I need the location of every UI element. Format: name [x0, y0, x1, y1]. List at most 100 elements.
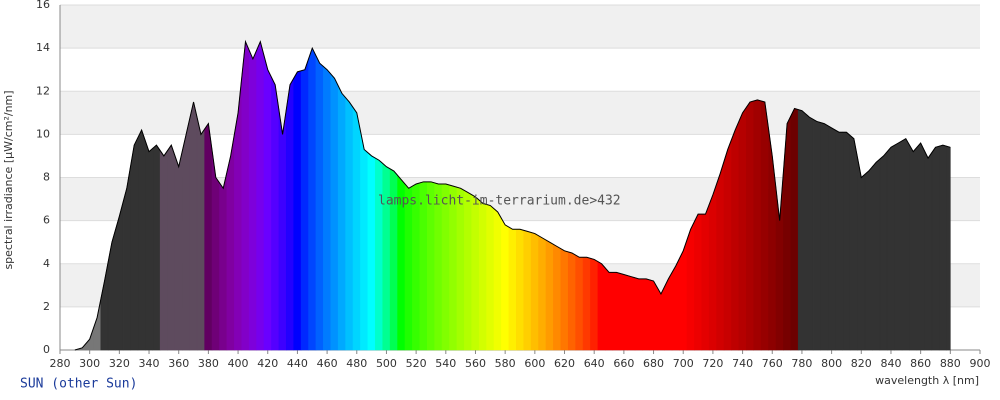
spectrum-column	[478, 199, 487, 351]
spectrum-column	[553, 243, 562, 351]
spectrum-column	[196, 118, 205, 351]
spectrum-column	[634, 277, 643, 351]
spectrum-column	[835, 129, 844, 351]
x-tick-label: 640	[584, 357, 605, 370]
spectrum-column	[204, 122, 213, 351]
spectrum-column	[137, 129, 146, 351]
spectrum-column	[248, 50, 257, 351]
spectrum-column	[938, 144, 947, 351]
x-tick-label: 900	[970, 357, 991, 370]
x-axis-label: wavelength λ [nm]	[875, 374, 979, 387]
spectrum-column	[872, 158, 881, 351]
spectrum-column	[130, 137, 139, 351]
spectrum-column	[167, 144, 176, 351]
spectrum-column	[716, 161, 725, 351]
spectrum-column	[894, 140, 903, 351]
spectrum-column	[590, 257, 599, 351]
spectrum-column	[753, 99, 762, 351]
spectrum-column	[189, 101, 198, 351]
spectrum-column	[619, 273, 628, 351]
spectrum-column	[330, 73, 339, 351]
spectrum-column	[456, 186, 465, 351]
spectrum-column	[790, 108, 799, 351]
spectrum-column	[375, 157, 384, 351]
spectrum-column	[575, 254, 584, 351]
x-tick-label: 820	[851, 357, 872, 370]
spectrum-column	[271, 77, 280, 351]
x-tick-label: 600	[524, 357, 545, 370]
spectrum-column	[441, 183, 450, 351]
spectrum-column	[879, 150, 888, 351]
spectrum-column	[805, 113, 814, 351]
spectrum-column	[530, 232, 539, 351]
spectrum-column	[404, 183, 413, 351]
spectrum-column	[627, 275, 636, 351]
spectrum-column	[293, 70, 302, 351]
spectrum-column	[323, 65, 332, 351]
x-tick-label: 520	[406, 357, 427, 370]
spectrum-column	[107, 229, 116, 351]
y-tick-label: 2	[43, 300, 50, 313]
spectrum-column	[493, 208, 502, 351]
spectrum-column	[649, 279, 658, 351]
spectrum-column	[263, 55, 272, 351]
x-tick-label: 720	[702, 357, 723, 370]
spectrum-column	[345, 96, 354, 351]
x-tick-label: 340	[139, 357, 160, 370]
y-tick-label: 8	[43, 171, 50, 184]
x-tick-label: 680	[643, 357, 664, 370]
x-tick-label: 460	[317, 357, 338, 370]
spectrum-column	[545, 239, 554, 351]
spectrum-column	[738, 106, 747, 351]
spectrum-column	[864, 165, 873, 351]
x-tick-label: 440	[287, 357, 308, 370]
spectrum-column	[256, 40, 265, 351]
x-tick-label: 400	[228, 357, 249, 370]
spectrum-column	[382, 162, 391, 351]
y-tick-label: 10	[36, 127, 50, 140]
spectrum-column	[508, 226, 517, 351]
spectrum-column	[605, 267, 614, 351]
spectrum-column	[812, 118, 821, 351]
x-tick-label: 700	[673, 357, 694, 370]
x-tick-label: 580	[495, 357, 516, 370]
spectrum-column	[694, 213, 703, 351]
spectrum-column	[360, 131, 369, 351]
spectrum-column	[501, 217, 510, 351]
spectrum-column	[582, 256, 591, 351]
x-tick-label: 740	[732, 357, 753, 370]
spectrum-column	[849, 134, 858, 351]
x-tick-label: 660	[613, 357, 634, 370]
spectrum-column	[159, 149, 168, 351]
spectrum-column	[931, 145, 940, 351]
spectrum-column	[560, 248, 569, 351]
spectrum-column	[768, 128, 777, 351]
spectrum-column	[471, 194, 480, 351]
spectrum-column	[523, 229, 532, 351]
x-tick-label: 620	[554, 357, 575, 370]
y-tick-label: 12	[36, 84, 50, 97]
watermark: lamps.licht-im-terrarium.de>432	[378, 194, 621, 209]
spectrum-column	[308, 47, 317, 351]
spectrum-column	[464, 189, 473, 351]
x-tick-label: 540	[435, 357, 456, 370]
spectrum-column	[642, 278, 651, 351]
spectrum-column	[285, 77, 295, 351]
spectrum-column	[797, 109, 806, 351]
spectrum-outline	[74, 39, 951, 351]
spectrum-column	[745, 100, 755, 351]
y-axis-label: spectral irradiance [µW/cm²/nm]	[2, 90, 15, 269]
spectrum-column	[656, 286, 665, 351]
grid-band	[60, 5, 980, 49]
spectrum-column	[315, 55, 324, 351]
x-tick-label: 880	[940, 357, 961, 370]
spectrum-column	[820, 122, 829, 351]
x-tick-label: 420	[257, 357, 278, 370]
spectrum-column	[723, 139, 732, 351]
spectrum-column	[567, 251, 576, 351]
spectrum-column	[731, 121, 740, 351]
x-tick-label: 480	[346, 357, 367, 370]
spectrum-column	[145, 140, 154, 351]
x-tick-label: 560	[465, 357, 486, 370]
spectrum-column	[219, 172, 228, 351]
